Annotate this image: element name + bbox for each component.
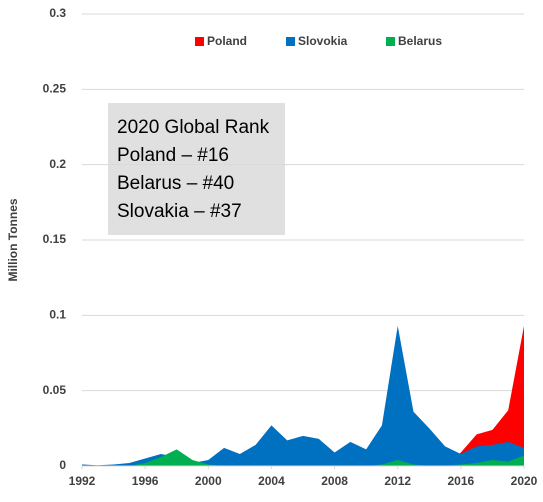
y-tick-label: 0 [59, 458, 66, 472]
area [82, 325, 524, 466]
legend-swatch [286, 37, 295, 46]
x-tick-label: 2008 [321, 474, 348, 488]
y-tick-label: 0.25 [43, 82, 67, 96]
x-tick-label: 2000 [195, 474, 222, 488]
y-tick-label: 0.3 [49, 6, 66, 20]
y-tick-label: 0.2 [49, 157, 66, 171]
x-tick-label: 2016 [448, 474, 475, 488]
legend-label: Belarus [398, 34, 442, 48]
annotation-text: Poland – #16 [117, 145, 229, 166]
y-tick-label: 0.05 [43, 383, 67, 397]
area [82, 449, 524, 466]
y-tick-label: 0.15 [43, 232, 67, 246]
annotation-text: Slovakia – #37 [117, 201, 242, 222]
x-tick-label: 2012 [384, 474, 411, 488]
x-tick-label: 1992 [69, 474, 96, 488]
x-tick-label: 2004 [258, 474, 285, 488]
annotation-text: Belarus – #40 [117, 173, 234, 194]
legend-label: Slovokia [298, 34, 348, 48]
y-axis-label: Million Tonnes [6, 198, 20, 281]
x-tick-label: 2020 [511, 474, 538, 488]
y-tick-label: 0.1 [49, 308, 66, 322]
x-tick-label: 1996 [132, 474, 159, 488]
annotation-text: 2020 Global Rank [117, 117, 270, 138]
legend-label: Poland [207, 34, 247, 48]
legend-swatch [195, 37, 204, 46]
annotation-box [108, 103, 285, 235]
legend-swatch [386, 37, 395, 46]
